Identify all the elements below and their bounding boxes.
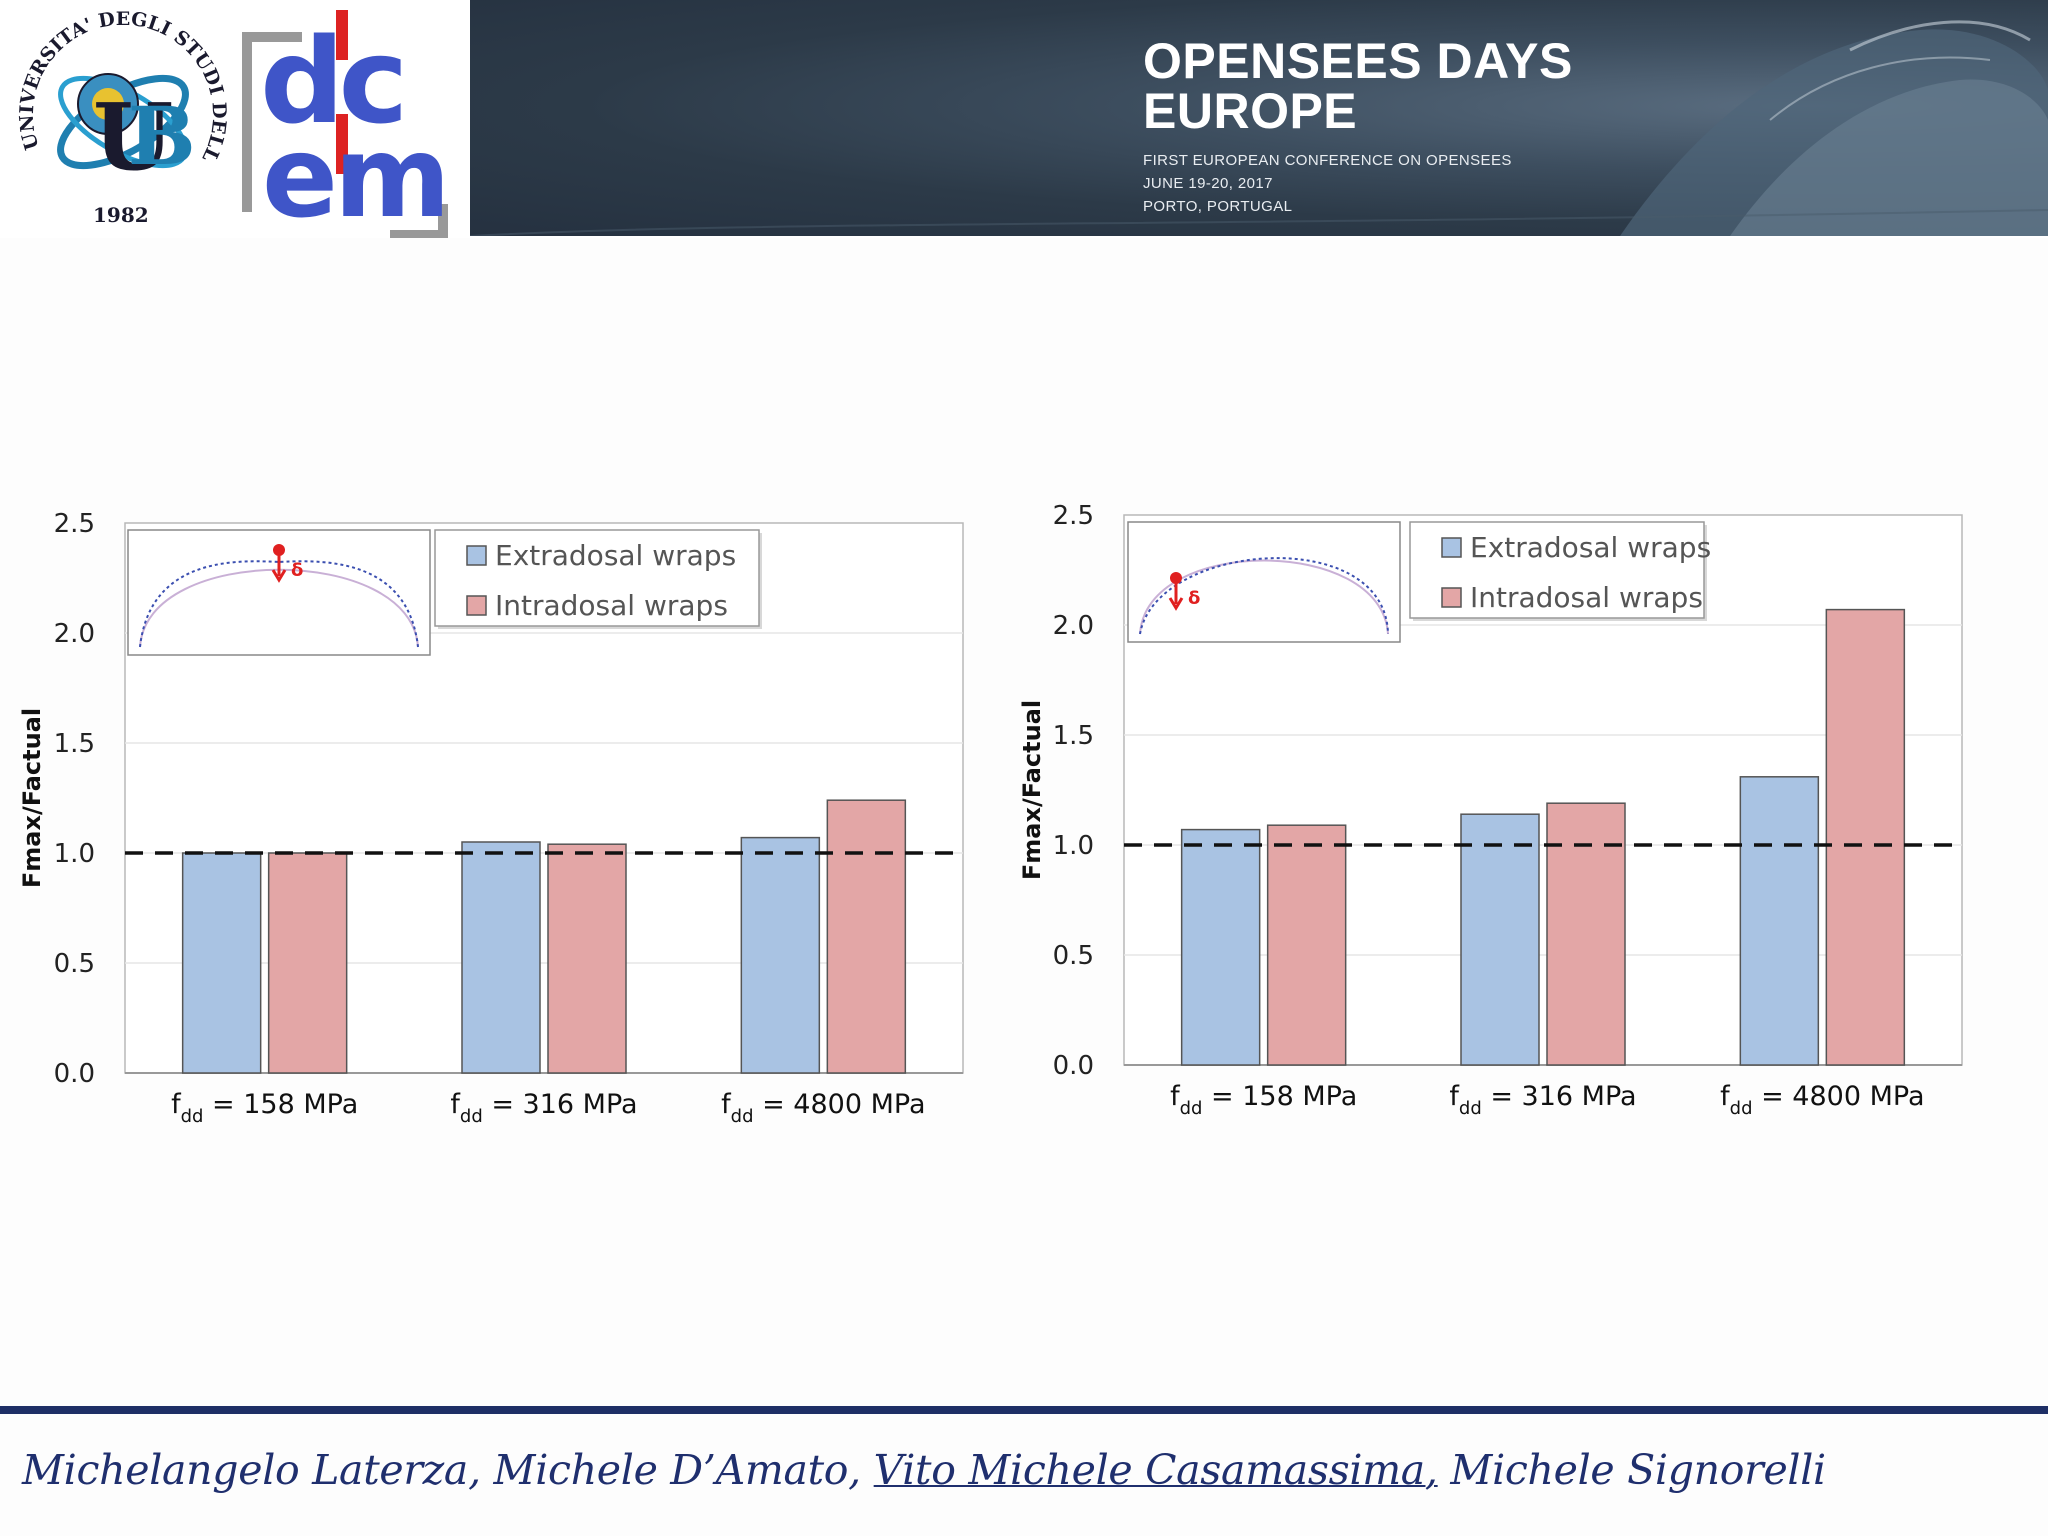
wave-illustration — [470, 20, 2048, 236]
inset-arch-diagram: δ — [1127, 521, 1401, 643]
load-point — [1170, 572, 1182, 584]
bar-intradosal — [1266, 824, 1347, 1066]
legend-label: Intradosal wraps — [1470, 581, 1703, 614]
delta-label: δ — [1188, 588, 1200, 609]
legend-box — [434, 529, 760, 627]
chart-left: 0.0 0.5 1.0 1.5 2.0 2.5 fdd = 158 MPa fdd = 316… — [18, 509, 964, 1127]
legend-label: Intradosal wraps — [495, 589, 728, 622]
bar-intradosal — [826, 799, 907, 1074]
x-category-label: fdd = 316 MPa — [1449, 1081, 1636, 1119]
legend-label: Extradosal wraps — [495, 539, 736, 572]
arrowhead — [1168, 597, 1184, 611]
svg-text:B: B — [128, 89, 196, 183]
bar-intradosal — [1825, 608, 1906, 1066]
y-tick-label: 1.0 — [1053, 831, 1094, 861]
footer-authors: Michelangelo Laterza, Michele D’Amato, V… — [22, 1446, 1826, 1494]
legend: Extradosal wraps Intradosal wraps — [434, 529, 762, 629]
y-tick-label: 2.5 — [54, 509, 95, 539]
x-category-label: fdd = 158 MPa — [1170, 1081, 1357, 1119]
chart-right: 0.0 0.5 1.0 1.5 2.0 2.5 fdd = 158 MPa fdd = 316… — [1018, 501, 1963, 1119]
y-tick-label: 2.0 — [54, 619, 95, 649]
y-tick-label: 1.0 — [54, 839, 95, 869]
bar-extradosal — [181, 852, 262, 1074]
x-category-label: fdd = 4800 MPa — [721, 1089, 925, 1127]
arch-undeformed — [1139, 559, 1389, 635]
legend-swatch-extradosal — [466, 545, 487, 566]
y-axis-label: Fmax/Factual — [1018, 700, 1046, 880]
banner-subtitle: FIRST EUROPEAN CONFERENCE ON OPENSEES — [1143, 152, 1512, 169]
bar-extradosal — [1180, 828, 1261, 1066]
x-category-label: fdd = 158 MPa — [171, 1089, 358, 1127]
bar-extradosal — [1739, 776, 1820, 1066]
legend-swatch-intradosal — [1441, 587, 1462, 608]
inset-arch-diagram: δ — [127, 529, 431, 656]
y-tick-label: 0.5 — [1053, 941, 1094, 971]
svg-text:em: em — [262, 113, 447, 240]
arch-deformed — [139, 560, 419, 648]
legend-label: Extradosal wraps — [1470, 531, 1711, 564]
authors-presenter: Vito Michele Casamassima, — [873, 1446, 1438, 1494]
logo-year: 1982 — [93, 203, 149, 227]
banner-title: OPENSEES DAYS EUROPE — [1143, 36, 1573, 136]
university-logo: UNIVERSITA' DEGLI STUDI DELLA BASILICATA… — [8, 4, 230, 227]
banner-dates: JUNE 19-20, 2017 — [1143, 175, 1273, 192]
legend-swatch-extradosal — [1441, 537, 1462, 558]
dicem-logo: dc em — [242, 10, 451, 240]
y-tick-label: 2.5 — [1053, 501, 1094, 531]
x-category-label: fdd = 316 MPa — [450, 1089, 637, 1127]
y-tick-label: 2.0 — [1053, 611, 1094, 641]
arch-deformed — [1139, 557, 1389, 635]
bar-intradosal — [547, 843, 627, 1074]
delta-label: δ — [291, 560, 303, 581]
svg-text:U: U — [93, 83, 173, 191]
authors-part-1: Michelangelo Laterza, Michele D’Amato, — [22, 1446, 874, 1494]
y-tick-label: 0.0 — [1053, 1051, 1094, 1081]
legend: Extradosal wraps Intradosal wraps — [1409, 521, 1711, 621]
banner-location: PORTO, PORTUGAL — [1143, 198, 1293, 215]
legend-swatch-intradosal — [466, 595, 487, 616]
authors-part-3: Michele Signorelli — [1437, 1446, 1826, 1494]
bar-extradosal — [1460, 813, 1540, 1066]
inset-frame — [1127, 521, 1401, 643]
bar-extradosal — [461, 841, 541, 1074]
y-tick-label: 1.5 — [1053, 721, 1094, 751]
bar-intradosal — [1546, 802, 1626, 1066]
bar-intradosal — [267, 852, 348, 1074]
x-category-label: fdd = 4800 MPa — [1720, 1081, 1924, 1119]
conference-banner: OPENSEES DAYS EUROPE FIRST EUROPEAN CONF… — [470, 0, 2048, 236]
y-tick-label: 0.5 — [54, 949, 95, 979]
footer-rule — [0, 1406, 2048, 1414]
header: UNIVERSITA' DEGLI STUDI DELLA BASILICATA… — [0, 0, 2048, 240]
load-point — [273, 544, 285, 556]
bar-extradosal — [740, 836, 821, 1074]
banner-title-line1: OPENSEES DAYS — [1143, 33, 1573, 89]
arrowhead — [271, 569, 287, 583]
svg-text:dc: dc — [260, 12, 402, 150]
y-axis-label: Fmax/Factual — [18, 708, 46, 888]
y-tick-label: 1.5 — [54, 729, 95, 759]
banner-title-line2: EUROPE — [1143, 83, 1358, 139]
y-tick-label: 0.0 — [54, 1059, 95, 1089]
